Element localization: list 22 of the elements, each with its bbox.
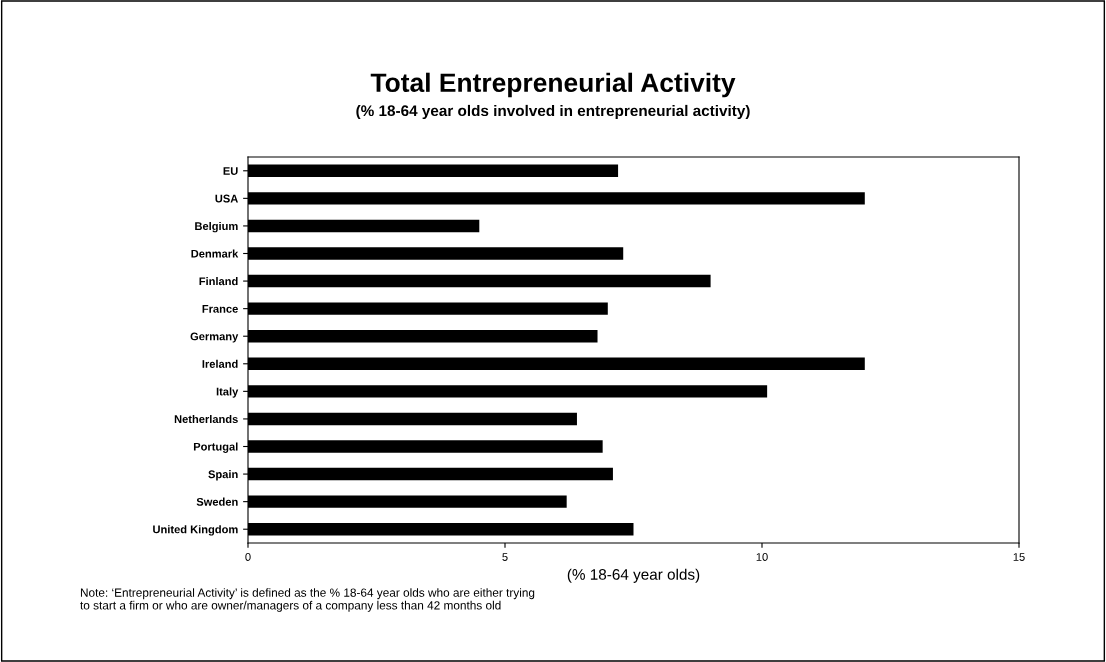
y-tick-label: Netherlands [174, 414, 238, 424]
x-tick-label: 15 [1013, 553, 1025, 561]
y-tick-label: USA [215, 194, 238, 203]
y-tick-label: Sweden [196, 497, 238, 506]
y-tick-label: United Kingdom [153, 525, 238, 536]
chart-title: Total Entrepreneurial Activity [370, 72, 736, 98]
x-tick-label: 0 [245, 553, 251, 561]
y-tick-label: Spain [208, 470, 238, 481]
y-tick-label: Portugal [193, 442, 238, 453]
x-axis-title: (% 18-64 year olds) [567, 568, 700, 583]
x-tick-label: 10 [756, 553, 768, 561]
y-tick-label: Belgium [195, 221, 238, 233]
chart-subtitle: (% 18-64 year olds involved in entrepreneurial activity) [356, 104, 750, 120]
x-tick-label: 5 [502, 553, 508, 561]
y-tick-label: EU [223, 167, 238, 175]
y-tick-label: France [202, 305, 238, 313]
y-tick-label: Germany [190, 332, 239, 343]
y-tick-label: Italy [216, 387, 239, 398]
y-tick-label: Ireland [202, 359, 238, 368]
text: Note: ‘Entrepreneurial Activity’ is defined as the % 18-64 year olds who are either trying to start a firm or who are owner/managers of a company less than 42 months old [80, 588, 535, 612]
y-tick-label: Denmark [191, 249, 239, 258]
y-tick-label: Finland [199, 277, 238, 286]
